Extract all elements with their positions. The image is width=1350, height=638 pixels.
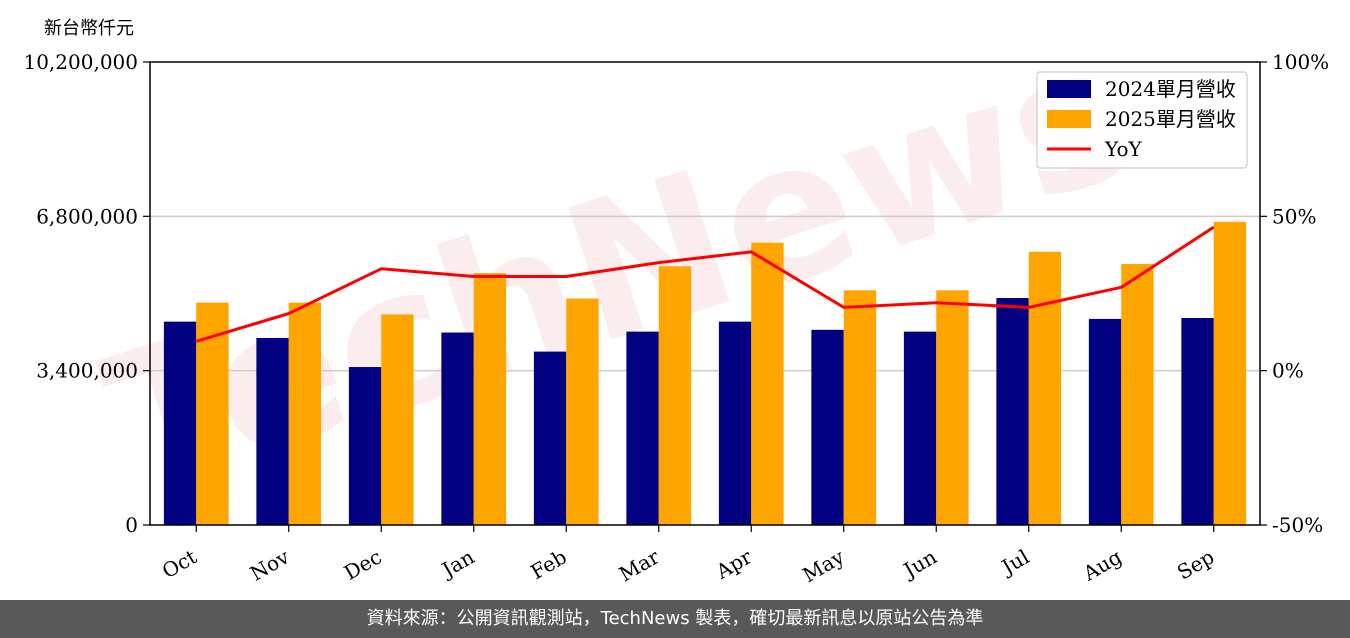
bar-2024 — [996, 298, 1029, 525]
source-footer: 資料來源：公開資訊觀測站，TechNews 製表，確切最新訊息以原站公告為準 — [0, 600, 1350, 638]
bar-2025 — [473, 273, 507, 525]
bar-2025 — [288, 302, 322, 525]
bar-2024 — [718, 321, 752, 525]
yoy-line — [195, 225, 1215, 343]
x-tick-label: Sep — [1173, 545, 1218, 585]
bar-2025 — [566, 298, 599, 525]
bar-2024 — [1181, 318, 1214, 525]
x-tick-label: Jun — [898, 544, 941, 583]
x-tick-label: Nov — [246, 544, 294, 586]
legend-label: YoY — [1104, 137, 1143, 161]
legend-label: 2025單月營收 — [1105, 107, 1236, 131]
bar-2024 — [348, 367, 382, 525]
y-right-tick-label: -50% — [1272, 513, 1323, 537]
y-left-tick-label: 6,800,000 — [36, 204, 138, 228]
bar-2025 — [1028, 251, 1062, 526]
plot-frame — [149, 61, 1261, 526]
bar-2024 — [1088, 318, 1122, 525]
y-left-tick-label: 0 — [125, 513, 138, 537]
x-tick-label: Feb — [526, 545, 570, 584]
x-tick-label: Mar — [615, 544, 664, 586]
bar-2025 — [843, 290, 877, 525]
y-left-tick-label: 3,400,000 — [36, 359, 138, 383]
bar-2025 — [658, 266, 692, 525]
bar-2024 — [903, 331, 937, 525]
x-tick-label: Apr — [711, 544, 756, 584]
y-axis-unit-label: 新台幣仟元 — [44, 18, 134, 39]
bar-2024 — [163, 321, 197, 525]
x-tick-label: May — [798, 544, 848, 587]
bar-2025 — [381, 314, 414, 525]
bar-2024 — [256, 337, 289, 525]
y-left-tick-label: 10,200,000 — [23, 50, 138, 74]
bar-2024 — [626, 331, 659, 525]
legend-swatch — [1047, 80, 1091, 98]
legend-swatch — [1047, 110, 1091, 128]
y-right-tick-label: 50% — [1272, 204, 1316, 228]
x-tick-label: Dec — [340, 545, 386, 585]
x-tick-label: Jan — [436, 544, 478, 582]
bar-2024 — [533, 351, 567, 525]
y-right-tick-label: 0% — [1272, 359, 1304, 383]
bar-2025 — [1213, 221, 1247, 525]
bar-2024 — [441, 332, 474, 525]
x-tick-label: Oct — [158, 545, 201, 584]
legend-label: 2024單月營收 — [1105, 77, 1236, 101]
x-tick-label: Aug — [1078, 544, 1126, 585]
bar-2025 — [936, 290, 969, 525]
bar-2025 — [1121, 263, 1154, 525]
bar-2024 — [811, 329, 844, 525]
bar-2025 — [751, 242, 784, 526]
x-tick-label: Jul — [996, 545, 1033, 580]
revenue-chart: 0 3,400,000 6,800,000 10,200,000 -50% 0% 50% 10… — [23, 50, 1329, 587]
y-right-tick-label: 100% — [1272, 50, 1329, 74]
